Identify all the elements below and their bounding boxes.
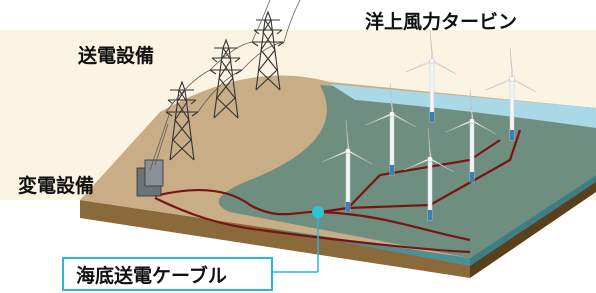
turbines-label: 洋上風力タービン — [365, 10, 517, 33]
transmission-label: 送電設備 — [78, 44, 154, 67]
cable-label: 海底送電ケーブル — [76, 264, 227, 287]
diagram: 送電設備 洋上風力タービン 変電設備 海底送電ケーブル — [0, 0, 596, 293]
callout-dot — [312, 206, 324, 218]
substation-label: 変電設備 — [18, 174, 94, 197]
